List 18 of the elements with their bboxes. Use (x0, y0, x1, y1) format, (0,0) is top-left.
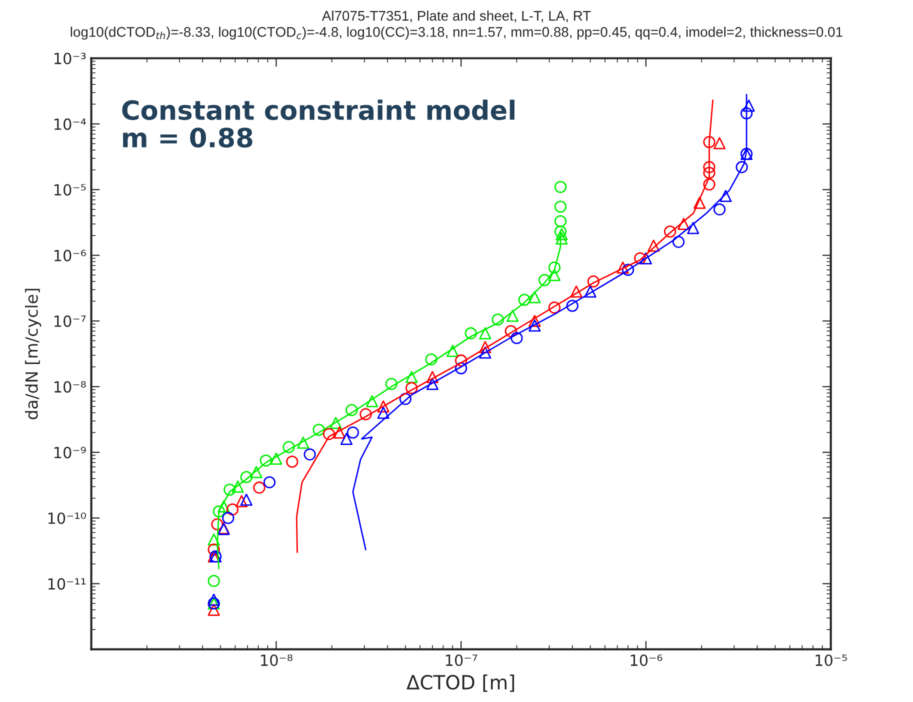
chart-title: Al7075-T7351, Plate and sheet, L-T, LA, RT (322, 10, 591, 22)
y-tick-label: 10⁻⁵ (54, 184, 86, 196)
y-tick-label: 10⁻¹⁰ (48, 512, 86, 524)
x-tick-label: 10⁻⁵ (816, 654, 847, 666)
chart-subtitle: log10(dCTOD$_{th}$)=-8.33, log10(CTOD$_{c}$)=-4.8, log10(CC)=3.18, nn=1.57, mm=0.88, pp=0.45, qq=0.4, imodel=2, thickness=0.01 (70, 26, 842, 40)
x-axis-title: ΔCTOD [m] (406, 674, 514, 692)
y-tick-label: 10⁻⁷ (54, 315, 86, 327)
y-tick-label: 10⁻⁸ (54, 381, 86, 393)
x-tick-label: 10⁻⁸ (261, 654, 292, 666)
x-tick-label: 10⁻⁶ (630, 654, 662, 666)
y-tick-label: 10⁻⁴ (54, 118, 86, 130)
y-tick-label: 10⁻³ (54, 52, 86, 64)
annotation: Constant constraint model m = 0.88 (122, 100, 514, 148)
y-axis-title: da/dN [m/cycle] (24, 288, 42, 420)
y-tick-label: 10⁻⁹ (54, 446, 86, 458)
y-tick-label: 10⁻⁶ (54, 250, 86, 262)
y-tick-label: 10⁻¹¹ (48, 578, 86, 590)
x-tick-label: 10⁻⁷ (446, 654, 478, 666)
